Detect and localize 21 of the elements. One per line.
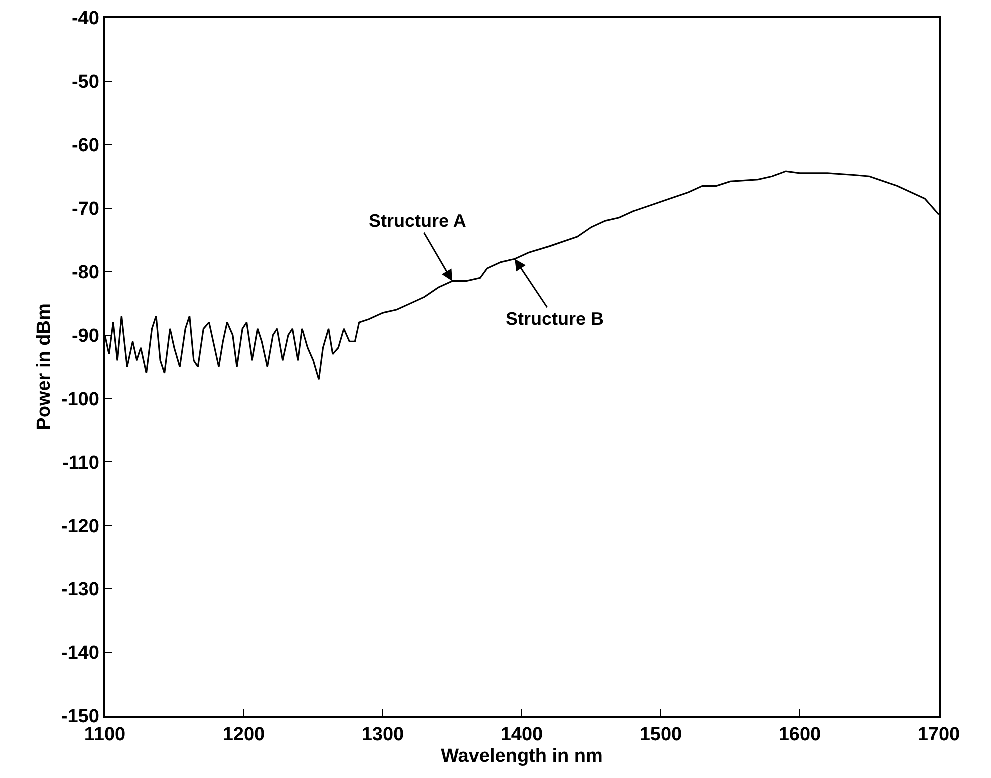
x-tick-label: 1700 <box>918 724 960 746</box>
y-tick-label: -60 <box>72 136 100 157</box>
y-tick-label: -80 <box>72 262 100 284</box>
x-tick-label: 1200 <box>222 724 266 746</box>
y-tick-label: -130 <box>61 580 100 601</box>
y-tick-label: -140 <box>61 643 100 664</box>
x-tick-label: 1400 <box>500 724 544 746</box>
x-tick-label: 1300 <box>362 724 404 746</box>
y-tick-label: -70 <box>72 199 100 220</box>
x-tick-label: 1600 <box>778 724 822 746</box>
x-tick-label: 1500 <box>640 724 682 746</box>
y-tick-label: -120 <box>61 516 100 538</box>
annotation: Structure A <box>369 211 466 231</box>
y-tick-label: -90 <box>72 326 100 347</box>
annotation: Structure B <box>506 309 604 329</box>
x-axis-title: Wavelength in nm <box>441 746 603 767</box>
y-tick-label: -40 <box>72 8 100 30</box>
y-axis-title: Power in dBm <box>34 304 55 430</box>
y-tick-label: -110 <box>62 452 100 474</box>
y-tick-label: -100 <box>61 389 100 410</box>
y-tick-label: -50 <box>72 72 100 94</box>
